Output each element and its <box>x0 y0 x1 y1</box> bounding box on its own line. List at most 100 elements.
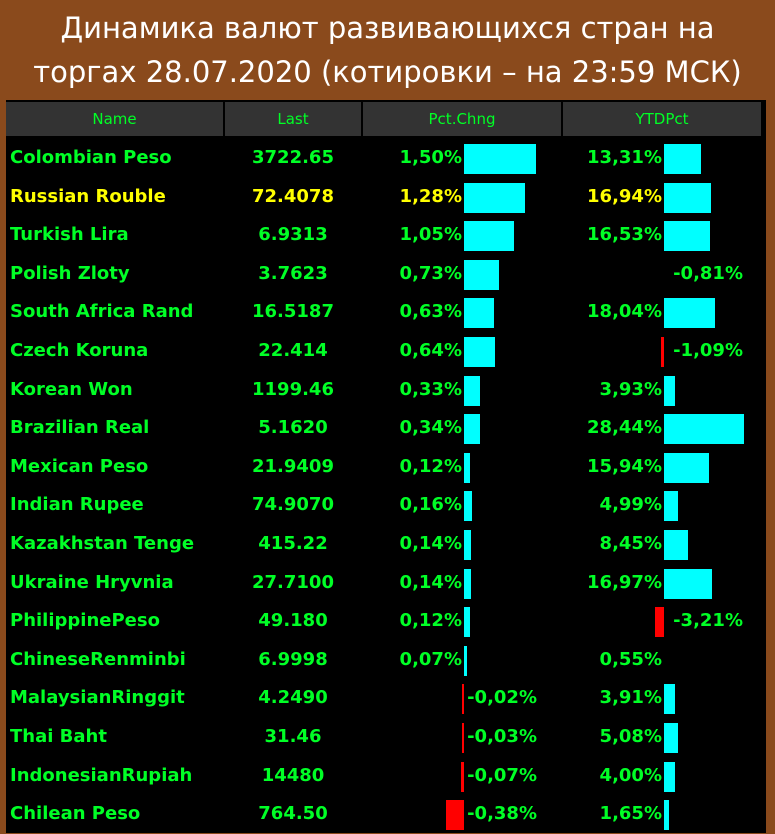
table-header: Name Last Pct.Chng YTDPct <box>6 102 766 136</box>
last-price: 6.9313 <box>258 224 328 246</box>
table-row[interactable]: IndonesianRupiah 14480 -0,07% 4,00% <box>6 757 766 796</box>
last-price: 14480 <box>261 764 325 786</box>
table-row[interactable]: Brazilian Real 5.1620 0,34% 28,44% <box>6 409 766 448</box>
pct-change-bar <box>464 337 495 367</box>
currency-name: Turkish Lira <box>10 224 129 246</box>
pct-change-value: -0,03% <box>467 726 537 747</box>
currency-name: Russian Rouble <box>10 185 166 207</box>
pct-change-value: 0,73% <box>399 262 462 284</box>
table-row[interactable]: Thai Baht 31.46 -0,03% 5,08% <box>6 718 766 757</box>
pct-change-value: 1,28% <box>399 185 462 207</box>
pct-change-value: 0,14% <box>399 571 462 593</box>
pct-change-bar <box>462 723 464 753</box>
table-row[interactable]: Russian Rouble 72.4078 1,28% 16,94% <box>6 178 766 217</box>
currency-name: Thai Baht <box>10 726 107 747</box>
table-row[interactable]: Indian Rupee 74.9070 0,16% 4,99% <box>6 486 766 525</box>
table-row[interactable]: PhilippinePeso 49.180 0,12% -3,21% <box>6 602 766 641</box>
ytd-pct-bar <box>655 607 664 638</box>
pct-change-value: 0,12% <box>399 610 462 632</box>
ytd-pct-value: 1,65% <box>599 803 662 825</box>
currency-name: Chilean Peso <box>10 803 141 825</box>
pct-change-bar <box>464 530 471 560</box>
page-title: Динамика валют развивающихся стран на то… <box>0 0 775 100</box>
ytd-pct-value: 16,97% <box>587 571 662 593</box>
pct-change-value: 0,64% <box>399 340 462 361</box>
table-row[interactable]: MalaysianRinggit 4.2490 -0,02% 3,91% <box>6 679 766 718</box>
table-row[interactable]: ChineseRenminbi 6.9998 0,07% 0,55% <box>6 641 766 680</box>
pct-change-bar <box>464 645 468 676</box>
currency-name: MalaysianRinggit <box>10 687 185 709</box>
ytd-pct-value: 0,55% <box>599 648 662 670</box>
ytd-pct-value: -0,81% <box>673 262 743 284</box>
ytd-pct-value: -3,21% <box>673 610 743 632</box>
ytd-pct-value: 5,08% <box>599 726 662 747</box>
currency-name: Ukraine Hryvnia <box>10 571 174 593</box>
pct-change-bar <box>464 144 536 174</box>
table-row[interactable]: South Africa Rand 16.5187 0,63% 18,04% <box>6 293 766 332</box>
last-price: 415.22 <box>258 533 328 554</box>
pct-change-bar <box>464 568 471 599</box>
pct-change-value: 1,50% <box>399 147 462 168</box>
table-row[interactable]: Ukraine Hryvnia 27.7100 0,14% 16,97% <box>6 564 766 603</box>
table-row[interactable]: Kazakhstan Tenge 415.22 0,14% 8,45% <box>6 525 766 564</box>
table-row[interactable]: Czech Koruna 22.414 0,64% -1,09% <box>6 332 766 371</box>
pct-change-value: -0,38% <box>467 803 537 825</box>
last-price: 3722.65 <box>252 147 334 168</box>
last-price: 31.46 <box>264 726 322 747</box>
ytd-pct-bar <box>664 684 675 715</box>
table-row[interactable]: Polish Zloty 3.7623 0,73% -0,81% <box>6 255 766 294</box>
pct-change-value: 0,14% <box>399 533 462 554</box>
ytd-pct-bar <box>664 568 712 599</box>
table-row[interactable]: Korean Won 1199.46 0,33% 3,93% <box>6 371 766 410</box>
table-row[interactable]: Chilean Peso 764.50 -0,38% 1,65% <box>6 795 766 834</box>
pct-change-bar <box>464 491 472 522</box>
title-line-2: торгах 28.07.2020 (котировки – на 23:59 … <box>33 55 742 89</box>
last-price: 3.7623 <box>258 262 328 284</box>
last-price: 4.2490 <box>258 687 328 709</box>
pct-change-bar <box>464 607 470 638</box>
ytd-pct-value: 15,94% <box>587 455 662 477</box>
currency-name: Czech Koruna <box>10 340 149 361</box>
currency-name: Kazakhstan Tenge <box>10 533 195 554</box>
pct-change-bar <box>464 375 480 406</box>
table-row[interactable]: Colombian Peso 3722.65 1,50% 13,31% <box>6 139 766 178</box>
pct-change-value: 0,12% <box>399 455 462 477</box>
pct-change-bar <box>462 684 464 715</box>
currency-name: Indian Rupee <box>10 494 144 516</box>
currency-name: Brazilian Real <box>10 417 150 439</box>
currency-name: Polish Zloty <box>10 262 130 284</box>
pct-change-value: 1,05% <box>399 224 462 246</box>
table-row[interactable]: Turkish Lira 6.9313 1,05% 16,53% <box>6 216 766 255</box>
ytd-pct-value: -1,09% <box>673 340 743 361</box>
ytd-pct-bar <box>664 530 688 560</box>
pct-change-bar <box>464 452 470 483</box>
pct-change-bar <box>464 221 515 252</box>
pct-change-value: 0,34% <box>399 417 462 439</box>
pct-change-bar <box>464 259 500 290</box>
table-row[interactable]: Mexican Peso 21.9409 0,12% 15,94% <box>6 448 766 487</box>
column-header-pct-change[interactable]: Pct.Chng <box>363 102 561 136</box>
last-price: 21.9409 <box>252 455 334 477</box>
pct-change-value: 0,16% <box>399 494 462 516</box>
column-header-ytd-pct[interactable]: YTDPct <box>563 102 761 136</box>
last-price: 22.414 <box>258 340 328 361</box>
currency-name: South Africa Rand <box>10 301 194 323</box>
ytd-pct-bar <box>664 723 679 753</box>
last-price: 5.1620 <box>258 417 328 439</box>
quotes-table: Name Last Pct.Chng YTDPct Colombian Peso… <box>6 100 766 833</box>
pct-change-bar <box>460 761 464 792</box>
pct-change-bar <box>464 298 495 329</box>
ytd-pct-bar <box>664 182 712 213</box>
last-price: 72.4078 <box>252 185 334 207</box>
ytd-pct-bar <box>664 298 715 329</box>
pct-change-bar <box>445 800 464 831</box>
column-header-last[interactable]: Last <box>225 102 361 136</box>
ytd-pct-value: 3,93% <box>599 378 662 400</box>
pct-change-value: 0,07% <box>399 648 462 670</box>
last-price: 764.50 <box>258 803 328 825</box>
currency-name: ChineseRenminbi <box>10 648 186 670</box>
currency-name: Mexican Peso <box>10 455 149 477</box>
column-header-name[interactable]: Name <box>6 102 223 136</box>
last-price: 6.9998 <box>258 648 328 670</box>
ytd-pct-bar <box>664 800 669 831</box>
